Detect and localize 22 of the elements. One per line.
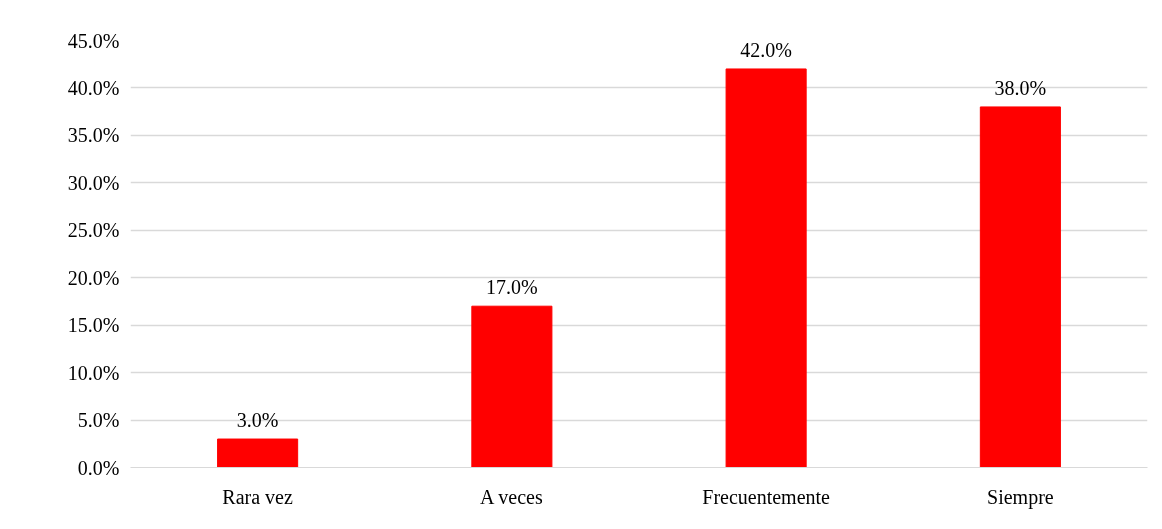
bar	[979, 106, 1061, 468]
x-tick-label: A veces	[479, 485, 543, 508]
data-label: 38.0%	[994, 76, 1047, 99]
data-label: 42.0%	[740, 38, 792, 61]
data-label: 17.0%	[486, 276, 538, 299]
y-tick-label: 40.0%	[67, 76, 120, 99]
y-tick-label: 15.0%	[67, 314, 120, 337]
y-tick-label: 25.0%	[67, 219, 120, 242]
x-tick-label: Rara vez	[222, 485, 293, 508]
y-tick-label: 10.0%	[67, 361, 120, 384]
x-tick-label: Siempre	[987, 485, 1054, 509]
bar	[471, 305, 553, 468]
y-tick-label: 5.0%	[77, 409, 120, 432]
y-tick-label: 0.0%	[77, 456, 120, 479]
y-tick-label: 35.0%	[67, 124, 120, 147]
bar	[725, 68, 807, 468]
y-tick-label: 20.0%	[67, 266, 120, 289]
y-tick-label: 45.0%	[67, 29, 120, 52]
y-tick-label: 30.0%	[67, 171, 120, 194]
data-label: 3.0%	[236, 409, 279, 432]
bar	[217, 438, 299, 468]
x-tick-label: Frecuentemente	[702, 485, 831, 508]
